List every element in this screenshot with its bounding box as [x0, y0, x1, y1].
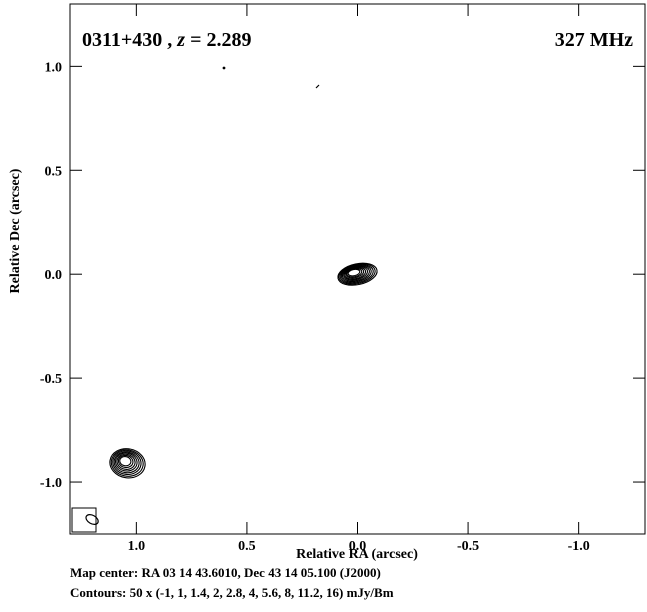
noise-specks [222, 66, 320, 89]
frequency-label: 327 MHz [555, 29, 633, 51]
beam-box [71, 507, 97, 533]
x-axis-label: Relative RA (arcsec) [296, 547, 418, 562]
chart-title: 0311+430 , z = 2.289 [82, 29, 252, 51]
beam-ellipse [85, 513, 99, 526]
noise-speck [315, 84, 320, 89]
contour-layer [71, 262, 378, 533]
contour-level [343, 266, 369, 281]
contour-level [340, 264, 372, 283]
contour-level [117, 454, 134, 469]
x-tick-label: 0.0 [349, 539, 367, 554]
contour-level [110, 449, 144, 477]
contour-levels-note: Contours: 50 x (-1, 1, 1.4, 2, 2.8, 4, 5… [70, 585, 394, 600]
x-tick-label: -1.0 [568, 539, 590, 554]
x-tick-label: -0.5 [457, 539, 479, 554]
contour-level [109, 448, 146, 479]
y-tick-label: 1.0 [45, 60, 63, 75]
x-tick-label: 1.0 [128, 539, 146, 554]
source-component-1 [109, 448, 146, 479]
y-tick-label: -0.5 [40, 372, 62, 387]
contour-level [345, 267, 365, 279]
noise-speck [222, 66, 226, 70]
y-tick-label: 0.5 [45, 164, 63, 179]
y-tick-label: -1.0 [40, 476, 62, 491]
axis-ticks: 1.0 0.5 0.0 -0.5 -1.0 1.0 0.5 0.0 -0.5 -1.0 [40, 4, 645, 554]
map-center-note: Map center: RA 03 14 43.6010, Dec 43 14 … [70, 565, 381, 580]
contour-level [116, 453, 136, 470]
x-tick-label: 0.5 [238, 539, 256, 554]
contour-plot: 1.0 0.5 0.0 -0.5 -1.0 1.0 0.5 0.0 -0.5 -1.0 0311+… [8, 3, 646, 562]
y-tick-label: 0.0 [45, 268, 63, 283]
contour-level [338, 263, 376, 285]
contour-level [347, 268, 361, 277]
y-axis-label: Relative Dec (arcsec) [8, 168, 23, 293]
source-component-0 [337, 262, 378, 286]
contour-level [119, 456, 132, 467]
contour-level [113, 451, 140, 474]
contour-level [112, 450, 142, 476]
contour-level [114, 452, 138, 472]
